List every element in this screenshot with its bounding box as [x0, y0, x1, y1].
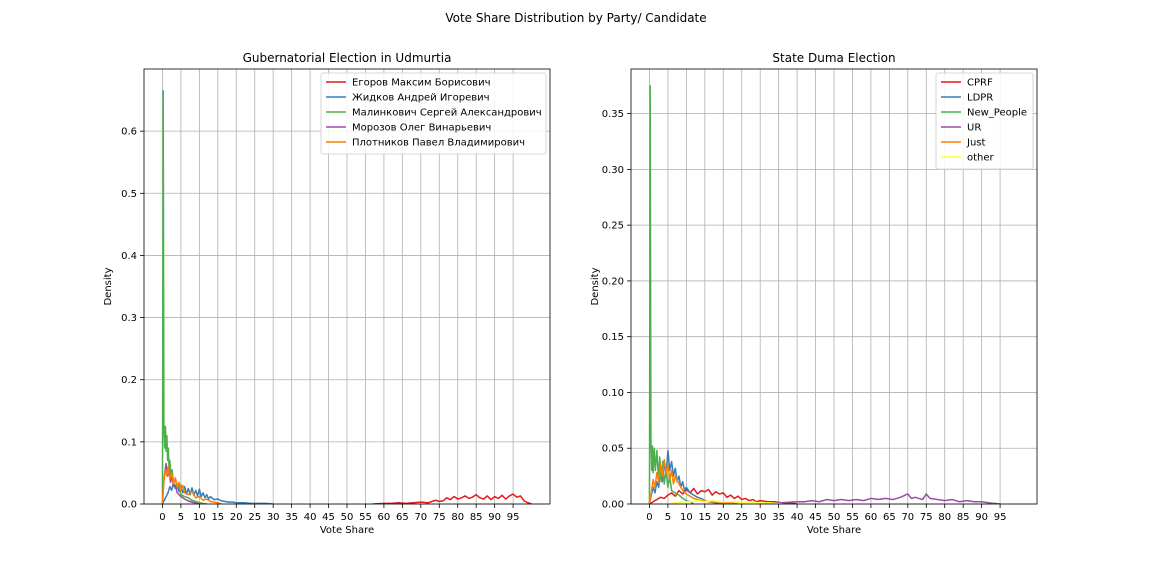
legend-box: [320, 72, 547, 155]
y-axis-label: Density: [590, 267, 601, 305]
plot-frame: [143, 68, 551, 505]
x-tick-label: 55: [359, 512, 372, 523]
x-tick-label: 75: [433, 512, 446, 523]
y-tick-label: 0.25: [602, 221, 624, 232]
y-tick-label: 0.2: [121, 375, 137, 386]
x-tick-label: 85: [957, 512, 970, 523]
x-axis-label: Vote Share: [807, 525, 861, 536]
duma-chart: 0 5 10 15 20 25 30 35 40 45 50 55 60 65 70 75 80 85 90 95 0.…: [590, 51, 1038, 536]
x-tick-label: 95: [507, 512, 520, 523]
series-line-5: [667, 499, 783, 504]
x-axis-ticks: 0 5 10 15 20 25 30 35 40 45 50 55 60 65 70 75 80 85 90 95: [646, 504, 1006, 523]
x-tick-label: 95: [994, 512, 1007, 523]
x-tick-label: 20: [717, 512, 730, 523]
x-tick-label: 30: [754, 512, 767, 523]
x-tick-label: 80: [938, 512, 951, 523]
legend-label: Егоров Максим Борисович: [352, 78, 491, 89]
y-tick-label: 0.3: [121, 313, 137, 324]
x-axis-label: Vote Share: [320, 525, 374, 536]
series-line-0: [649, 487, 798, 504]
series-line-1: [648, 449, 724, 504]
grid: [144, 69, 550, 505]
y-tick-label: 0.4: [121, 251, 137, 262]
legend-label: Just: [966, 138, 985, 149]
x-tick-label: 50: [341, 512, 354, 523]
x-tick-label: 80: [451, 512, 464, 523]
y-tick-label: 0.00: [602, 500, 624, 511]
y-axis-label: Density: [103, 267, 114, 305]
legend-label: CPRF: [967, 78, 993, 89]
legend-label: Малинкович Сергей Александрович: [352, 108, 542, 119]
legend-label: New_People: [967, 108, 1027, 119]
x-tick-label: 5: [665, 512, 671, 523]
plot-frame: [630, 68, 1038, 505]
series-line-3: [760, 493, 1001, 504]
x-tick-label: 60: [865, 512, 878, 523]
x-tick-label: 30: [267, 512, 280, 523]
x-tick-label: 35: [285, 512, 298, 523]
x-tick-label: 35: [772, 512, 785, 523]
y-tick-label: 0.30: [602, 165, 624, 176]
gubernatorial-chart: 0 5 10 15 20 25 30 35 40 45 50 55 60 65 70 75 80 85 90 95 0.…: [103, 51, 551, 536]
legend-label: Жидков Андрей Игоревич: [352, 93, 490, 104]
series-line-4: [161, 465, 222, 504]
x-tick-label: 0: [646, 512, 652, 523]
x-tick-label: 85: [470, 512, 483, 523]
y-axis-ticks: 0.00 0.05 0.10 0.15 0.20 0.25 0.30 0.35: [602, 109, 631, 511]
x-axis-ticks: 0 5 10 15 20 25 30 35 40 45 50 55 60 65 70 75 80 85 90 95: [159, 504, 519, 523]
y-tick-label: 0.6: [121, 127, 137, 138]
legend: CPRF LDPR New_People UR Just other: [935, 72, 1034, 170]
x-tick-label: 45: [809, 512, 822, 523]
x-tick-label: 5: [178, 512, 184, 523]
x-tick-label: 65: [396, 512, 409, 523]
x-tick-label: 0: [159, 512, 165, 523]
y-tick-label: 0.20: [602, 276, 624, 287]
legend-label: Морозов Олег Винарьевич: [352, 123, 491, 134]
x-tick-label: 50: [828, 512, 841, 523]
y-axis-ticks: 0.0 0.1 0.2 0.3 0.4 0.5 0.6: [121, 127, 144, 511]
y-tick-label: 0.5: [121, 189, 137, 200]
y-tick-label: 0.1: [121, 437, 137, 448]
legend-label: other: [967, 153, 995, 164]
y-tick-label: 0.35: [602, 109, 624, 120]
x-tick-label: 20: [230, 512, 243, 523]
chart-title: Gubernatorial Election in Udmurtia: [243, 51, 452, 65]
chart-title: State Duma Election: [772, 51, 895, 65]
x-tick-label: 70: [901, 512, 914, 523]
y-tick-label: 0.15: [602, 332, 624, 343]
legend: Егоров Максим Борисович Жидков Андрей Иго…: [320, 72, 547, 155]
x-tick-label: 40: [304, 512, 317, 523]
x-tick-label: 45: [322, 512, 335, 523]
series-group: [648, 84, 1001, 504]
legend-label: Плотников Павел Владимирович: [352, 138, 525, 149]
x-tick-label: 75: [920, 512, 933, 523]
x-tick-label: 15: [211, 512, 224, 523]
legend-label: UR: [967, 123, 981, 134]
x-tick-label: 25: [248, 512, 261, 523]
x-tick-label: 55: [846, 512, 859, 523]
y-tick-label: 0.10: [602, 388, 624, 399]
x-tick-label: 60: [378, 512, 391, 523]
x-tick-label: 25: [735, 512, 748, 523]
x-tick-label: 40: [791, 512, 804, 523]
x-tick-label: 65: [883, 512, 896, 523]
legend-label: LDPR: [967, 93, 993, 104]
x-tick-label: 90: [975, 512, 988, 523]
figure-title: Vote Share Distribution by Party/ Candid…: [445, 11, 706, 25]
series-group: [161, 90, 532, 504]
series-line-0: [372, 493, 532, 504]
x-tick-label: 10: [680, 512, 693, 523]
y-tick-label: 0.0: [121, 500, 137, 511]
x-tick-label: 70: [414, 512, 427, 523]
x-tick-label: 10: [193, 512, 206, 523]
x-tick-label: 90: [488, 512, 501, 523]
x-tick-label: 15: [698, 512, 711, 523]
y-tick-label: 0.05: [602, 444, 624, 455]
